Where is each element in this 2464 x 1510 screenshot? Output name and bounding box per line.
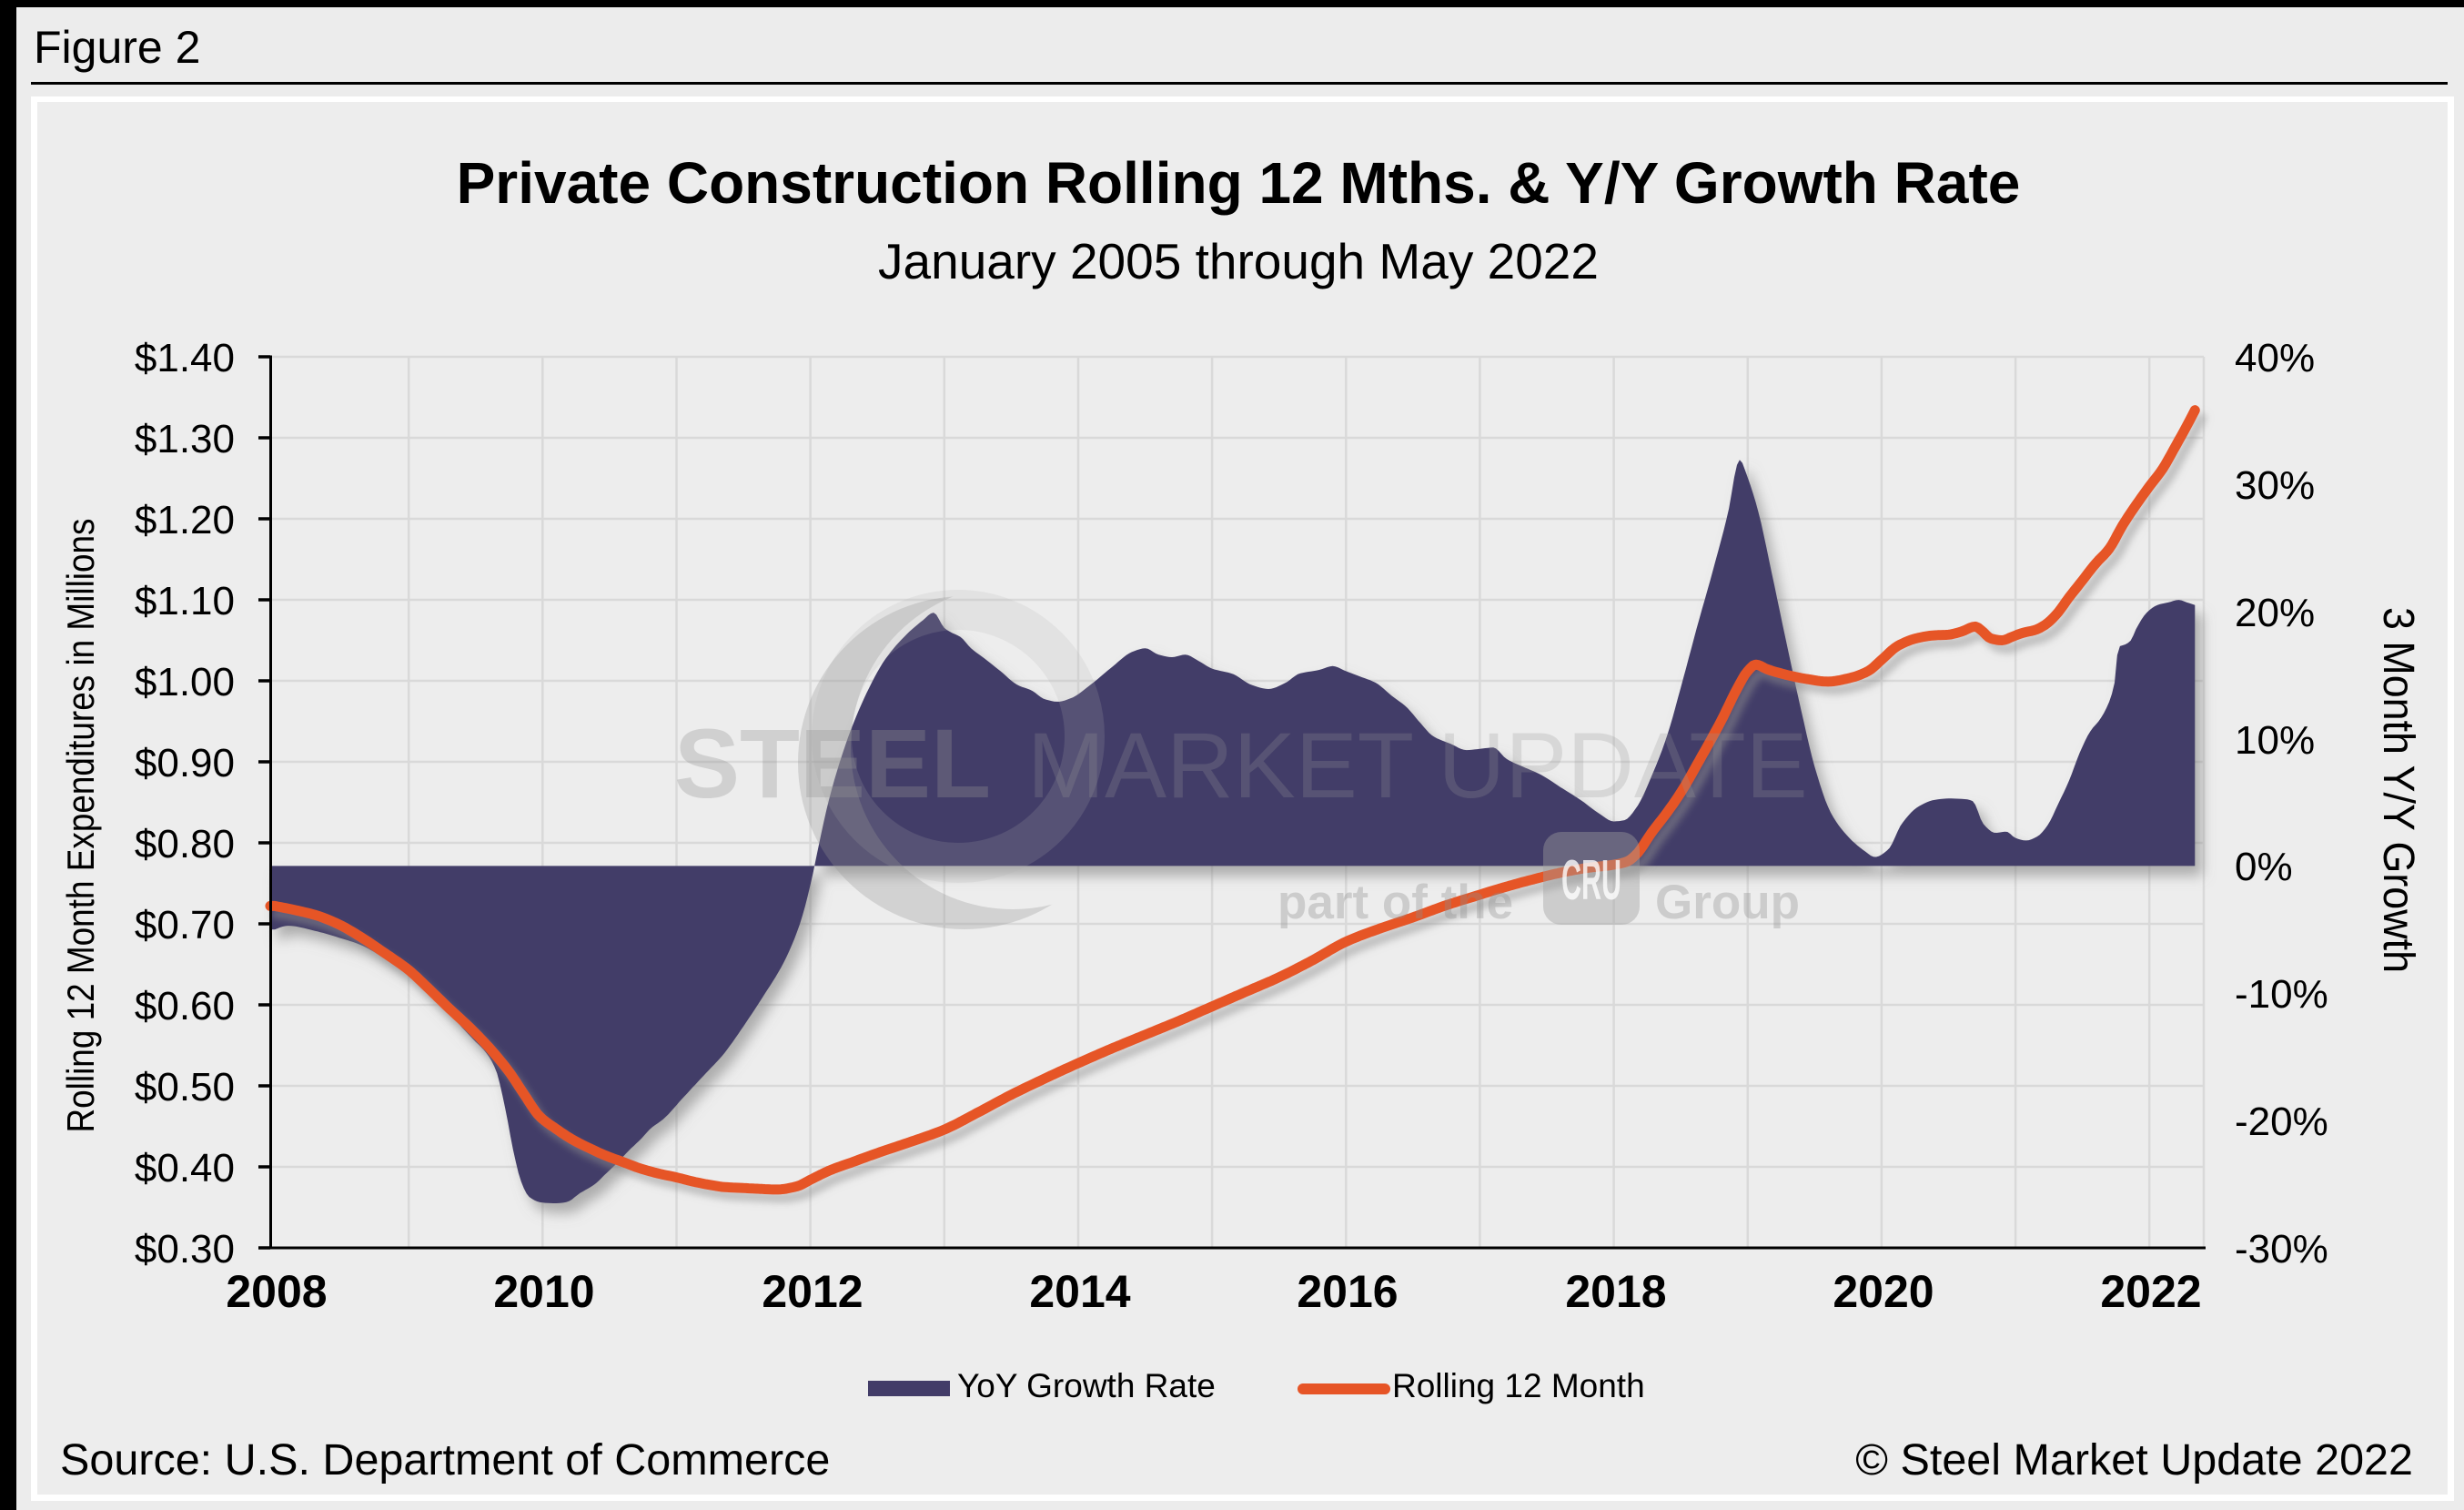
svg-text:part of the: part of the: [1277, 876, 1513, 929]
svg-text:$0.80: $0.80: [135, 822, 235, 866]
svg-text:$1.00: $1.00: [135, 660, 235, 704]
svg-text:$0.30: $0.30: [135, 1227, 235, 1272]
svg-text:2018: 2018: [1565, 1266, 1666, 1317]
svg-text:$0.90: $0.90: [135, 741, 235, 785]
svg-text:$1.30: $1.30: [135, 417, 235, 461]
svg-text:2020: 2020: [1833, 1266, 1934, 1317]
svg-text:2016: 2016: [1297, 1266, 1398, 1317]
svg-text:$0.40: $0.40: [135, 1146, 235, 1191]
svg-text:Group: Group: [1655, 876, 1800, 929]
svg-text:$0.60: $0.60: [135, 984, 235, 1029]
svg-text:STEEL: STEEL: [674, 708, 991, 818]
svg-text:Source: U.S. Department of Com: Source: U.S. Department of Commerce: [60, 1435, 830, 1485]
svg-text:10%: 10%: [2235, 718, 2315, 763]
svg-text:30%: 30%: [2235, 463, 2315, 508]
svg-text:$1.40: $1.40: [135, 336, 235, 380]
svg-text:20%: 20%: [2235, 591, 2315, 635]
svg-text:January 2005 through May 2022: January 2005 through May 2022: [878, 233, 1599, 289]
svg-text:-30%: -30%: [2235, 1227, 2328, 1272]
svg-text:2014: 2014: [1029, 1266, 1130, 1317]
svg-text:Rolling 12 Month: Rolling 12 Month: [1392, 1367, 1645, 1404]
svg-text:$1.20: $1.20: [135, 498, 235, 542]
svg-text:-20%: -20%: [2235, 1100, 2328, 1144]
svg-text:Rolling 12 Month Expenditures: Rolling 12 Month Expenditures in Million…: [59, 519, 102, 1133]
svg-text:0%: 0%: [2235, 845, 2293, 889]
svg-text:$1.10: $1.10: [135, 579, 235, 623]
svg-text:© Steel Market Update 2022: © Steel Market Update 2022: [1855, 1435, 2413, 1485]
svg-text:2022: 2022: [2100, 1266, 2201, 1317]
svg-text:Figure 2: Figure 2: [34, 22, 200, 73]
svg-text:CRU: CRU: [1561, 849, 1621, 912]
svg-text:2012: 2012: [762, 1266, 863, 1317]
svg-text:2010: 2010: [493, 1266, 594, 1317]
svg-text:MARKET UPDATE: MARKET UPDATE: [1027, 714, 1808, 817]
svg-text:-10%: -10%: [2235, 972, 2328, 1017]
svg-text:3 Month Y/Y Growth: 3 Month Y/Y Growth: [2374, 607, 2422, 973]
svg-text:$0.50: $0.50: [135, 1065, 235, 1110]
svg-text:YoY Growth Rate: YoY Growth Rate: [957, 1367, 1216, 1404]
svg-text:2008: 2008: [226, 1266, 327, 1317]
svg-text:$0.70: $0.70: [135, 903, 235, 948]
svg-text:40%: 40%: [2235, 336, 2315, 380]
svg-text:Private Construction Rolling 1: Private Construction Rolling 12 Mths. & …: [457, 150, 2021, 216]
